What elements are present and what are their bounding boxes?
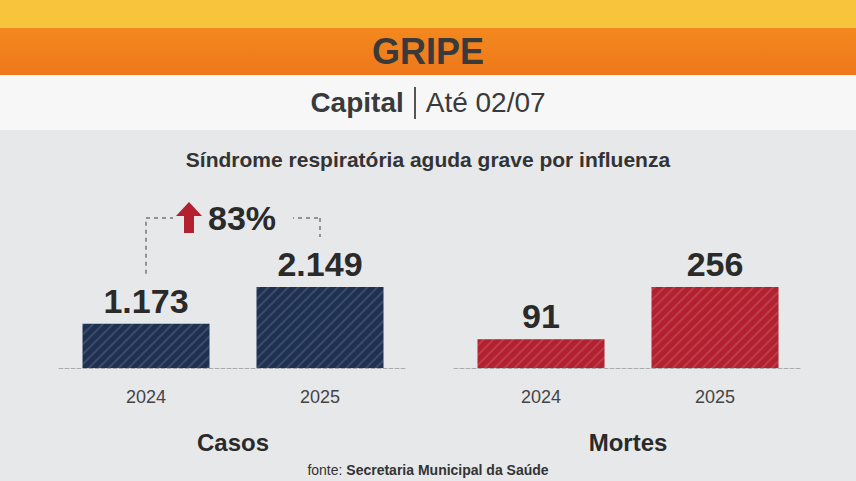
html-text:Até 02/07: Até 02/07: [425, 86, 546, 118]
svg-text:2025: 2025: [695, 387, 735, 407]
svg-text:256: 256: [687, 245, 744, 283]
svg-text:91: 91: [522, 297, 560, 335]
html-text:Síndrome respiratória aguda gr: Síndrome respiratória aguda grave por in…: [185, 148, 671, 171]
svg-text:83%: 83%: [208, 199, 276, 237]
svg-text:2.149: 2.149: [277, 245, 362, 283]
html-text:GRIPE: GRIPE: [372, 31, 484, 72]
html-text:fonte: Secretaria Municipal da: fonte: Secretaria Municipal da Saúde: [307, 462, 549, 478]
svg-text:2024: 2024: [521, 387, 561, 407]
svg-text:2024: 2024: [126, 387, 166, 407]
svg-text:Casos: Casos: [197, 429, 269, 456]
svg-text:1.173: 1.173: [103, 282, 188, 320]
html-text:Capital: Capital: [310, 86, 404, 118]
svg-text:Mortes: Mortes: [589, 429, 668, 456]
svg-text:2025: 2025: [300, 387, 340, 407]
